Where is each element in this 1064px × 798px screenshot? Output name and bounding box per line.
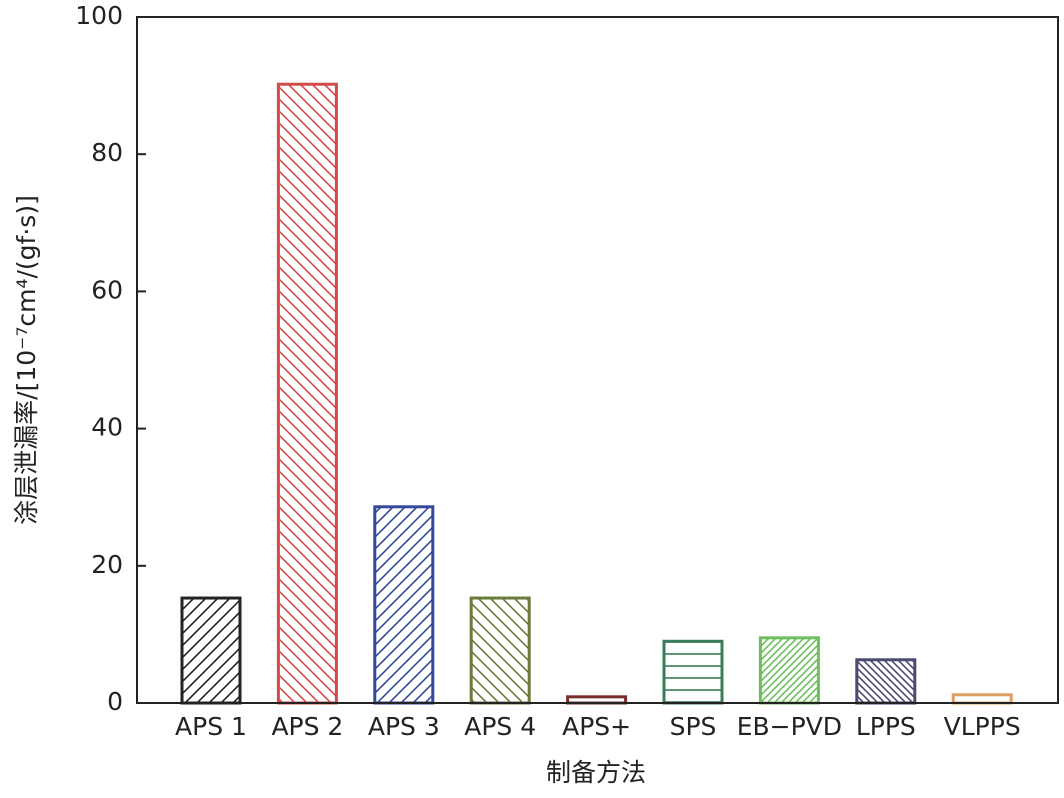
y-tick-label: 100 xyxy=(75,1,123,30)
bar xyxy=(373,505,435,705)
x-tick-label: LPPS xyxy=(856,712,916,741)
x-tick-label: APS 3 xyxy=(368,712,440,741)
x-tick-label: EB−PVD xyxy=(737,712,842,741)
y-tick-label: 20 xyxy=(91,550,123,579)
bar xyxy=(951,693,1013,705)
y-tick-label: 40 xyxy=(91,413,123,442)
plot-frame xyxy=(136,16,1059,704)
y-tick-label: 80 xyxy=(91,138,123,167)
bar xyxy=(758,636,820,705)
y-axis-title: 涂层泄漏率/[10⁻⁷cm⁴/(gf·s)] xyxy=(12,195,41,525)
bar xyxy=(662,639,724,705)
bar xyxy=(469,596,531,705)
x-tick-label: SPS xyxy=(670,712,717,741)
x-tick-label: APS 4 xyxy=(464,712,536,741)
x-axis-title: 制备方法 xyxy=(546,758,646,787)
y-tick-label: 60 xyxy=(91,275,123,304)
x-tick-label: APS 2 xyxy=(271,712,343,741)
x-tick-label: APS+ xyxy=(562,712,631,741)
x-tick-label: APS 1 xyxy=(175,712,247,741)
y-tick-label: 0 xyxy=(107,687,123,716)
bar xyxy=(276,82,338,705)
bar xyxy=(855,658,917,705)
bar xyxy=(180,596,242,705)
x-tick-label: VLPPS xyxy=(944,712,1021,741)
